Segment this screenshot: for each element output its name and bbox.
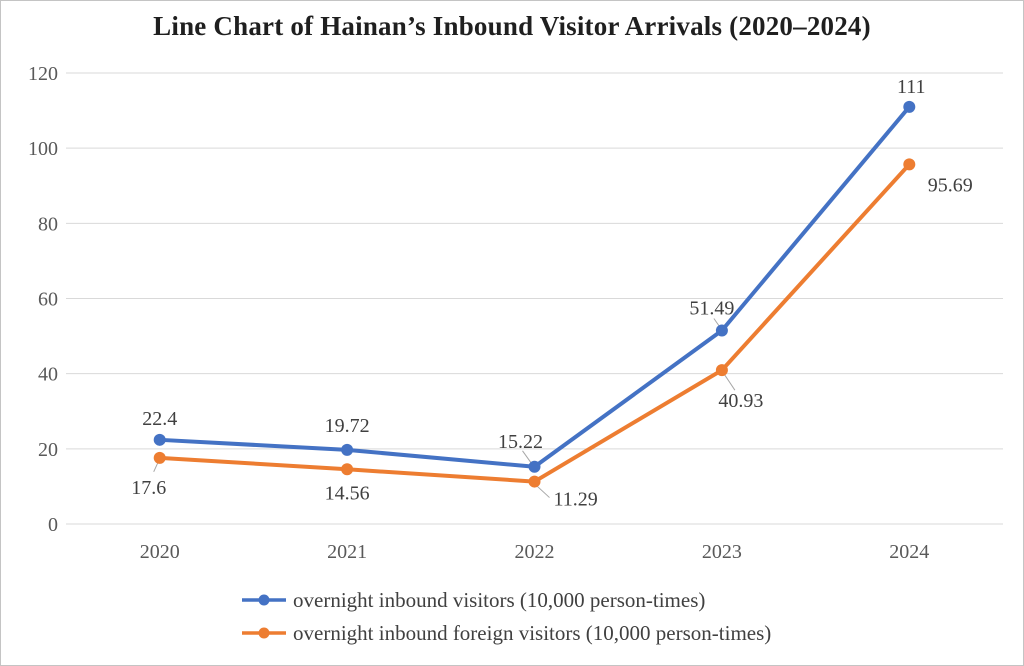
y-axis-tick-label: 120 xyxy=(28,63,58,85)
data-label: 14.56 xyxy=(325,482,370,504)
x-axis-tick-label: 2023 xyxy=(702,541,742,563)
data-label: 22.4 xyxy=(142,408,177,430)
data-point-series-0 xyxy=(715,324,728,337)
data-point-series-0 xyxy=(528,460,541,473)
y-axis-tick-label: 0 xyxy=(48,514,58,536)
x-axis-tick-label: 2022 xyxy=(515,541,555,563)
data-point-series-1 xyxy=(153,451,166,464)
y-axis-tick-label: 80 xyxy=(38,213,58,235)
data-point-series-0 xyxy=(341,443,354,456)
y-axis-tick-label: 60 xyxy=(38,289,58,311)
data-label: 17.6 xyxy=(131,477,166,499)
data-label: 19.72 xyxy=(325,415,370,437)
y-axis-tick-label: 20 xyxy=(38,439,58,461)
legend-line-marker-blue xyxy=(242,594,286,606)
data-point-series-0 xyxy=(903,100,916,113)
x-axis-tick-label: 2021 xyxy=(327,541,367,563)
data-label: 111 xyxy=(897,76,926,98)
data-point-series-1 xyxy=(903,158,916,171)
data-point-series-1 xyxy=(715,364,728,377)
data-label: 51.49 xyxy=(689,297,734,319)
chart-legend: overnight inbound visitors (10,000 perso… xyxy=(241,587,771,646)
legend-label-overnight-inbound-foreign-visitors: overnight inbound foreign visitors (10,0… xyxy=(293,620,772,645)
y-axis-tick-label: 40 xyxy=(38,364,58,386)
data-label: 15.22 xyxy=(498,431,543,453)
data-point-series-1 xyxy=(341,463,354,476)
legend-line-marker-orange xyxy=(242,627,286,639)
data-label: 40.93 xyxy=(718,390,763,412)
legend-label-overnight-inbound-visitors: overnight inbound visitors (10,000 perso… xyxy=(293,587,706,612)
legend-item-overnight-inbound-visitors: overnight inbound visitors (10,000 perso… xyxy=(241,587,771,613)
chart-title: Line Chart of Hainan’s Inbound Visitor A… xyxy=(153,11,871,41)
data-label-leader-line xyxy=(724,374,736,391)
data-label: 95.69 xyxy=(928,174,973,196)
x-axis-tick-label: 2020 xyxy=(140,541,180,563)
data-point-series-1 xyxy=(528,475,541,488)
x-axis-tick-label: 2024 xyxy=(889,541,929,563)
data-label: 11.29 xyxy=(554,489,598,511)
legend-item-overnight-inbound-foreign-visitors: overnight inbound foreign visitors (10,0… xyxy=(241,620,771,646)
data-point-series-0 xyxy=(153,433,166,446)
y-axis-tick-label: 100 xyxy=(28,138,58,160)
data-label-leader-line xyxy=(536,485,550,498)
